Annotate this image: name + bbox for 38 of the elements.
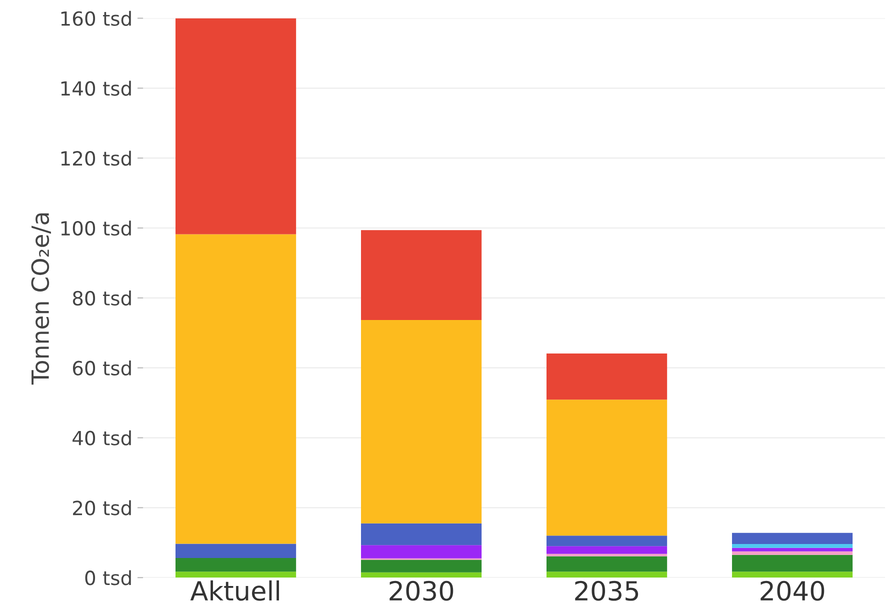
x-tick-label: Aktuell (190, 580, 279, 601)
bar (546, 546, 668, 554)
bar (732, 572, 853, 578)
bar (361, 560, 482, 572)
y-tick-label: 40 tsd (72, 430, 131, 446)
bar (546, 536, 668, 546)
x-tick-label: 2035 (575, 580, 638, 601)
bar (546, 572, 668, 578)
bar (361, 572, 482, 578)
bar (176, 572, 296, 578)
bar (361, 545, 482, 558)
x-tick-label: 2030 (390, 580, 454, 601)
y-tick-label: 60 tsd (72, 360, 131, 376)
bar (732, 544, 853, 548)
bar (361, 230, 482, 320)
bar (732, 554, 853, 572)
y-tick-label: 80 tsd (72, 290, 131, 306)
y-tick-label: 140 tsd (61, 80, 131, 96)
bar (176, 18, 296, 234)
bar (176, 544, 296, 558)
bar (546, 400, 668, 536)
y-tick-label: 0 tsd (85, 570, 131, 586)
bar (732, 548, 853, 552)
y-tick-label: 100 tsd (61, 220, 131, 236)
bar (361, 320, 482, 524)
x-tick-label: 2040 (760, 580, 824, 601)
y-tick-label: 160 tsd (61, 10, 131, 26)
bar (732, 532, 853, 544)
y-axis-title: Tonnen CO₂e/a (31, 213, 51, 385)
y-tick-label: 120 tsd (61, 150, 131, 166)
bar (176, 558, 296, 572)
bar (546, 354, 668, 400)
y-tick-label: 20 tsd (73, 500, 131, 516)
bar (176, 234, 296, 544)
bar (732, 551, 853, 555)
bar (546, 554, 668, 556)
bar (361, 523, 482, 546)
bar (546, 556, 668, 572)
